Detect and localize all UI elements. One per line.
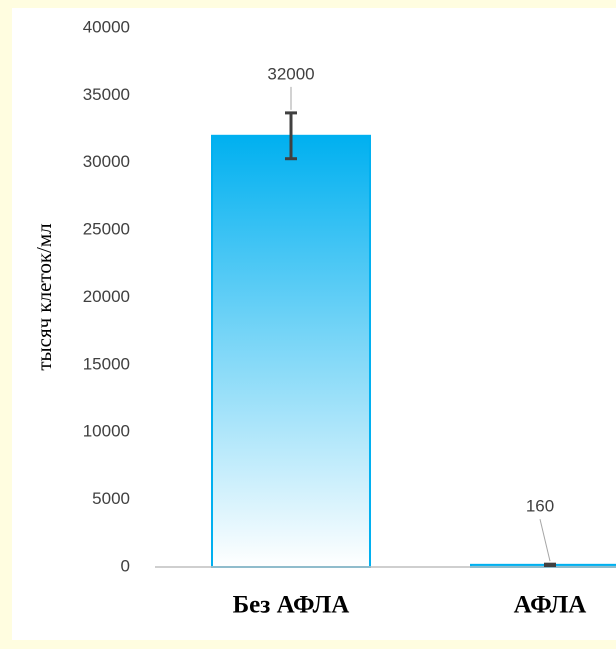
- value-label: 32000: [267, 64, 314, 83]
- y-tick-label: 35000: [83, 85, 130, 104]
- y-tick-label: 5000: [92, 489, 130, 508]
- y-tick-label: 30000: [83, 152, 130, 171]
- leader-line: [539, 519, 551, 562]
- x-tick-label: АФЛА: [514, 592, 587, 619]
- y-axis-label: тысяч клеток/мл: [32, 223, 56, 370]
- y-tick-label: 10000: [83, 422, 130, 441]
- error-bar: [544, 562, 556, 568]
- y-tick-label: 25000: [83, 220, 130, 239]
- y-tick-label: 15000: [83, 354, 130, 373]
- y-tick-label: 0: [121, 556, 130, 575]
- x-tick-label: Без АФЛА: [233, 592, 350, 619]
- y-tick-label: 40000: [83, 17, 130, 36]
- value-label: 160: [526, 497, 554, 516]
- y-tick-label: 20000: [83, 287, 130, 306]
- error-bar: [285, 111, 297, 161]
- bar: [211, 134, 371, 569]
